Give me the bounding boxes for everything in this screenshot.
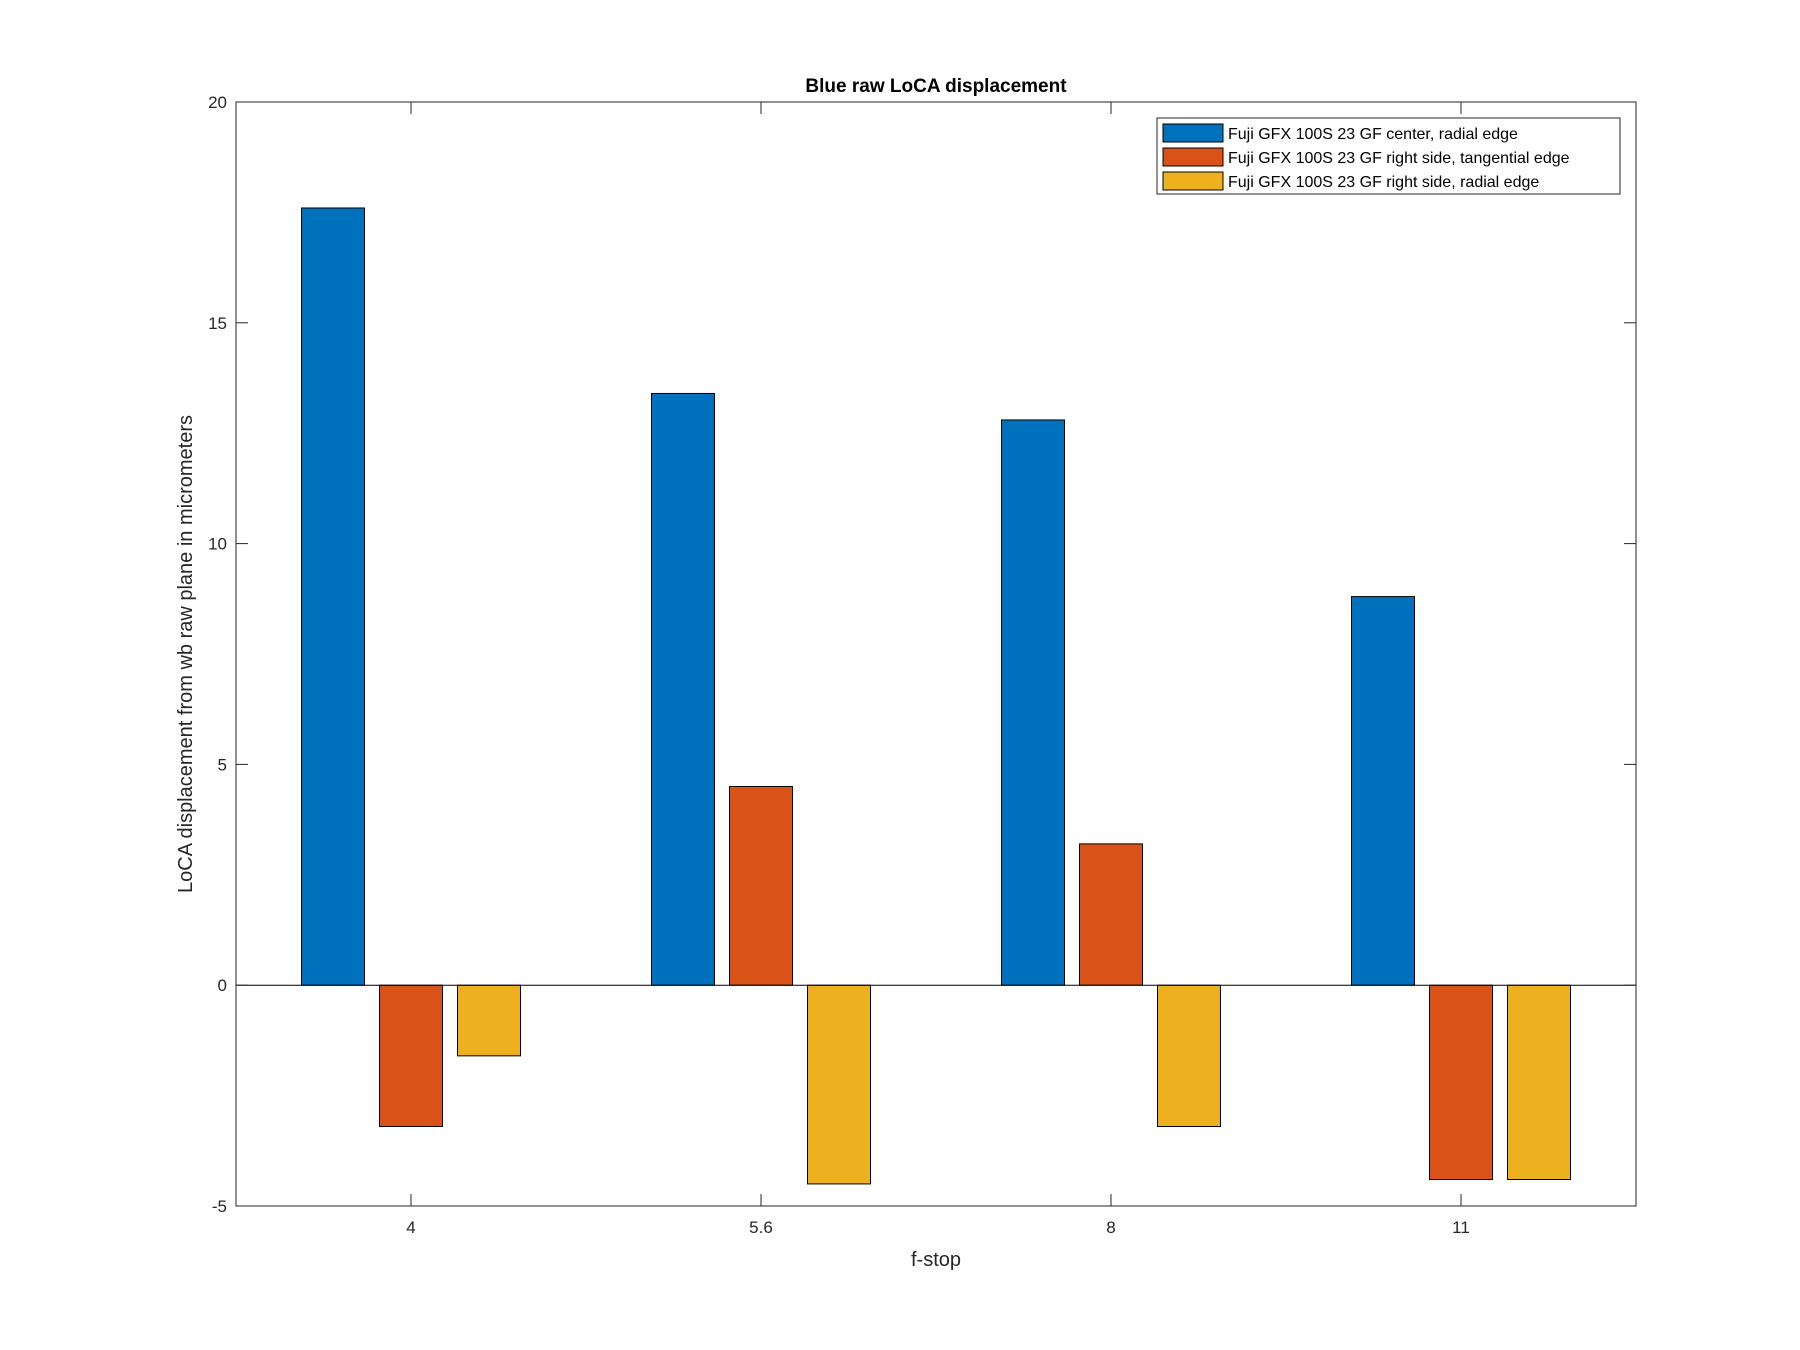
bar-series2-11 bbox=[1429, 984, 1493, 1181]
bar-series3-5.6 bbox=[807, 984, 871, 1185]
x-tick-label: 5.6 bbox=[749, 1218, 773, 1237]
bar-series1-4 bbox=[301, 207, 365, 986]
legend: Fuji GFX 100S 23 GF center, radial edge F… bbox=[1156, 117, 1621, 195]
y-tick-label: 0 bbox=[218, 976, 227, 995]
y-tick-label: -5 bbox=[212, 1197, 227, 1216]
axes-box bbox=[235, 101, 1637, 1207]
x-axis-label: f-stop bbox=[911, 1249, 961, 1271]
legend-entry: Fuji GFX 100S 23 GF right side, tangenti… bbox=[1228, 150, 1570, 167]
x-axis: 4 5.6 8 11 bbox=[406, 102, 1470, 1237]
bar-series3-4 bbox=[457, 984, 521, 1057]
y-tick-label: 15 bbox=[208, 314, 227, 333]
bar-series1-5.6 bbox=[651, 392, 715, 986]
y-tick-label: 5 bbox=[218, 755, 227, 774]
x-tick-label: 11 bbox=[1452, 1218, 1470, 1237]
y-axis-label: LoCA displacement from wb raw plane in m… bbox=[175, 415, 197, 893]
y-tick-label: 20 bbox=[208, 93, 227, 112]
bar-series3-8 bbox=[1157, 984, 1221, 1128]
legend-box bbox=[1156, 117, 1621, 195]
x-tick-label: 8 bbox=[1106, 1218, 1115, 1237]
legend-entry: Fuji GFX 100S 23 GF center, radial edge bbox=[1228, 126, 1518, 143]
bar-series2-5.6 bbox=[729, 785, 793, 986]
x-tick-label: 4 bbox=[406, 1218, 415, 1237]
legend-entry: Fuji GFX 100S 23 GF right side, radial e… bbox=[1228, 174, 1539, 191]
legend-swatch bbox=[1162, 147, 1224, 167]
legend-swatch bbox=[1162, 171, 1224, 191]
bar-series2-4 bbox=[379, 984, 443, 1128]
bar-series1-8 bbox=[1001, 419, 1065, 986]
bars-group bbox=[301, 207, 1571, 1185]
legend-swatch bbox=[1162, 123, 1224, 143]
y-tick-label: 10 bbox=[208, 535, 227, 554]
y-axis: -5 0 5 10 15 20 bbox=[208, 93, 1636, 1216]
chart-title: Blue raw LoCA displacement bbox=[805, 76, 1067, 97]
bar-series2-8 bbox=[1079, 843, 1143, 986]
bar-series3-11 bbox=[1507, 984, 1571, 1181]
bar-series1-11 bbox=[1351, 596, 1415, 986]
